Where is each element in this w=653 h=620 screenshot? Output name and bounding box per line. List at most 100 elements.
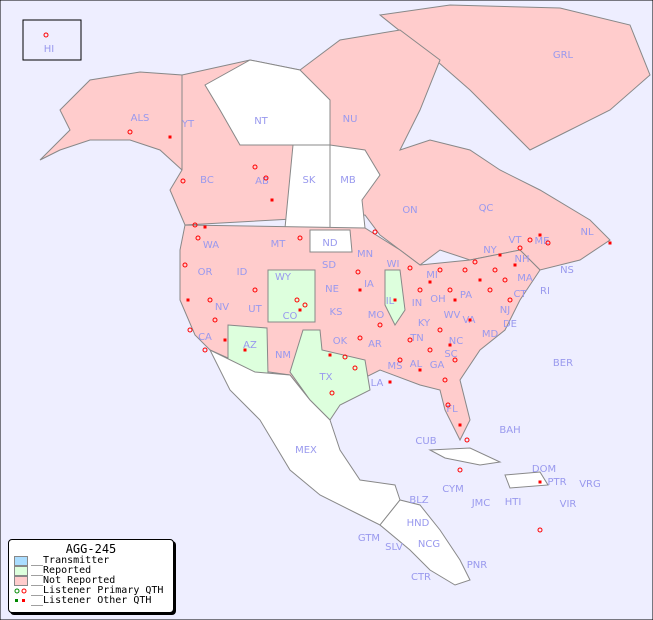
label-jmc: JMC — [471, 498, 491, 509]
label-in: IN — [412, 298, 422, 309]
label-ks: KS — [330, 307, 343, 318]
reported-swatch — [14, 566, 28, 576]
listener-primary-qth-marker — [462, 267, 468, 273]
listener-primary-qth-marker — [445, 402, 451, 408]
label-ia: IA — [364, 279, 374, 290]
listener-primary-qth-marker — [452, 357, 458, 363]
listener-primary-qth-marker — [263, 175, 269, 181]
label-als: ALS — [131, 113, 150, 124]
label-or: OR — [198, 267, 213, 278]
label-ber: BER — [553, 358, 573, 369]
label-wv: WV — [444, 310, 461, 321]
region-greenland — [378, 4, 651, 151]
label-la: LA — [371, 378, 384, 389]
listener-primary-qth-marker — [252, 164, 258, 170]
label-ri: RI — [540, 286, 550, 297]
listener-primary-qth-marker — [507, 297, 513, 303]
region-alaska — [39, 71, 183, 172]
label-mex: MEX — [295, 445, 317, 456]
label-ms: MS — [388, 361, 403, 372]
listener-primary-qth-marker — [397, 357, 403, 363]
region-nt — [204, 59, 331, 146]
label-tn: TN — [409, 333, 424, 344]
label-sc: SC — [444, 349, 457, 360]
label-nu: NU — [343, 114, 358, 125]
label-nv: NV — [215, 302, 229, 313]
listener-other-qth-marker — [538, 480, 542, 484]
listener-primary-qth-marker — [202, 347, 208, 353]
listener-primary-qth-marker — [187, 327, 193, 333]
label-tx: TX — [319, 372, 333, 383]
listener-primary-qth-marker — [407, 337, 413, 343]
listener-primary-qth-marker — [357, 335, 363, 341]
listener-primary-qth-marker — [180, 178, 186, 184]
label-ncg: NCG — [418, 539, 440, 550]
listener-primary-qth-marker — [545, 240, 551, 246]
listener-other-qth-marker — [223, 338, 227, 342]
label-slv: SLV — [385, 542, 403, 553]
label-co: CO — [283, 311, 298, 322]
label-wy: WY — [275, 272, 292, 283]
label-mt: MT — [271, 239, 287, 250]
region-il — [384, 269, 406, 326]
label-hnd: HND — [407, 518, 430, 529]
listener-other-qth-marker — [538, 233, 542, 237]
label-ct: CT — [513, 289, 527, 300]
listener-other-qth-marker — [453, 298, 457, 302]
label-nc: NC — [449, 336, 463, 347]
listener-primary-qth-marker — [192, 222, 198, 228]
label-grl: GRL — [553, 50, 574, 61]
listener-primary-qth-marker — [527, 237, 533, 243]
label-fl: FL — [446, 404, 458, 415]
listener-primary-qth-marker — [302, 302, 308, 308]
listener-primary-qth-marker — [329, 390, 335, 396]
label-ns: NS — [560, 265, 574, 276]
legend-other-qth: __Listener Other QTH — [31, 595, 152, 606]
listener-primary-qth-marker — [447, 287, 453, 293]
listener-primary-qth-marker — [502, 277, 508, 283]
listener-other-qth-marker — [243, 348, 247, 352]
label-de: DE — [503, 319, 517, 330]
region-cuba — [428, 447, 502, 466]
listener-primary-qth-marker — [407, 265, 413, 271]
listener-other-qth-marker — [478, 278, 482, 282]
listener-primary-qth-marker — [352, 365, 358, 371]
listener-other-qth-marker — [270, 198, 274, 202]
label-ctr: CTR — [411, 572, 431, 583]
listener-other-qth-marker — [498, 253, 502, 257]
label-gtm: GTM — [358, 533, 380, 544]
legend-reported: __Reported — [31, 565, 92, 576]
listener-primary-qth-marker — [355, 269, 361, 275]
label-mn: MN — [357, 249, 373, 260]
not-reported-swatch — [14, 576, 28, 586]
label-sd: SD — [322, 260, 336, 271]
listener-primary-qth-marker — [537, 527, 543, 533]
listener-primary-qth-marker — [472, 259, 478, 265]
label-ut: UT — [248, 304, 262, 315]
listener-primary-qth-marker — [464, 437, 470, 443]
label-al: AL — [410, 359, 423, 370]
listener-other-qth-marker — [513, 263, 517, 267]
label-ga: GA — [430, 360, 445, 371]
listener-primary-qth-marker — [437, 327, 443, 333]
label-nd: ND — [322, 238, 337, 249]
label-pnr: PNR — [467, 560, 488, 571]
label-ab: AB — [255, 176, 269, 187]
region-hispaniola — [504, 471, 549, 489]
listener-other-qth-marker — [388, 380, 392, 384]
label-mi: MI — [426, 270, 438, 281]
listener-primary-qth-marker — [372, 229, 378, 235]
listener-primary-qth-marker — [212, 317, 218, 323]
label-mb: MB — [340, 175, 356, 186]
legend-primary-qth: __Listener Primary QTH — [31, 585, 164, 596]
label-wa: WA — [203, 240, 219, 251]
listener-primary-qth-marker — [377, 322, 383, 328]
label-blz: BLZ — [409, 495, 428, 506]
label-ar: AR — [368, 339, 382, 350]
listener-primary-qth-marker — [252, 287, 258, 293]
listener-primary-qth-marker — [127, 129, 133, 135]
region-mexico — [208, 348, 401, 526]
listener-other-qth-marker — [358, 288, 362, 292]
label-il: IL — [386, 296, 395, 307]
